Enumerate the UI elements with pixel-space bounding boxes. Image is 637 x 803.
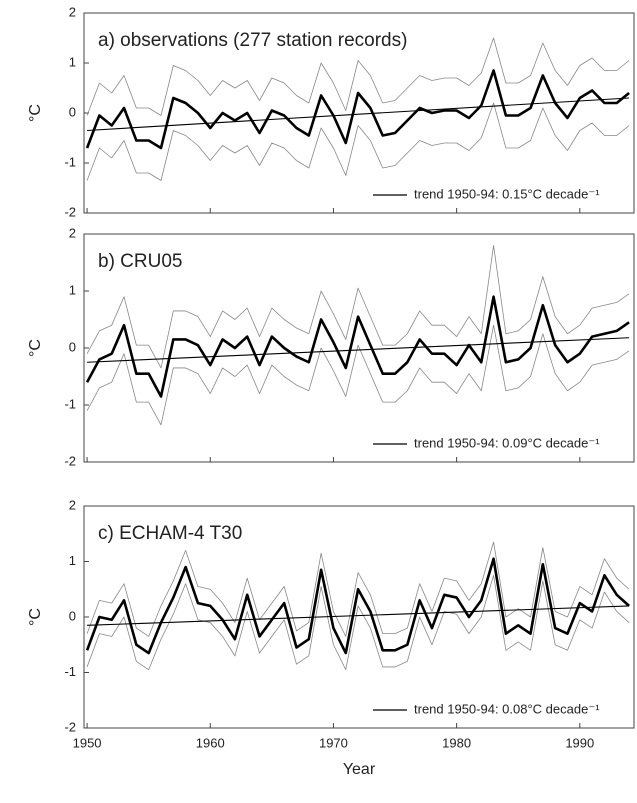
panel-title: c) ECHAM-4 T30 [98,523,242,544]
range-line [86,37,630,116]
range-line [86,324,630,426]
legend-label: trend 1950-94: 0.08°C decade⁻¹ [414,701,600,716]
y-tick-label: 2 [69,497,76,512]
y-tick-label: 1 [69,54,76,69]
y-tick-label: -2 [64,719,76,734]
y-tick-label: -1 [64,396,76,411]
range-line [86,574,630,671]
y-tick-label: -2 [64,204,76,219]
y-tick-label: 2 [69,4,76,19]
panel-title: b) CRU05 [98,251,182,272]
y-tick-label: -2 [64,453,76,468]
y-tick-label: 0 [69,104,76,119]
legend-label: trend 1950-94: 0.15°C decade⁻¹ [414,186,600,201]
x-tick-label: 1990 [565,735,594,750]
y-tick-label: 1 [69,282,76,297]
x-tick-label: 1980 [442,735,471,750]
y-axis-label: °C [27,608,44,626]
y-tick-label: 2 [69,225,76,240]
mean-line [85,557,630,655]
mean-line [85,69,630,150]
y-tick-label: -1 [64,664,76,679]
panel-title: a) observations (277 station records) [98,30,407,51]
range-line [86,245,630,369]
mean-line [85,295,630,398]
y-tick-label: 0 [69,339,76,354]
x-axis-label: Year [343,761,376,778]
trend-line [87,97,630,132]
y-tick-label: 1 [69,553,76,568]
legend-label: trend 1950-94: 0.09°C decade⁻¹ [414,435,600,450]
trend-line [87,605,630,626]
x-tick-label: 1950 [73,735,102,750]
x-tick-label: 1970 [319,735,348,750]
range-line [86,102,630,181]
range-line [86,541,630,637]
y-tick-label: -1 [64,154,76,169]
y-tick-label: 0 [69,608,76,623]
x-tick-label: 1960 [196,735,225,750]
y-axis-label: °C [27,104,44,122]
trend-line [87,337,630,363]
y-axis-label: °C [27,339,44,357]
